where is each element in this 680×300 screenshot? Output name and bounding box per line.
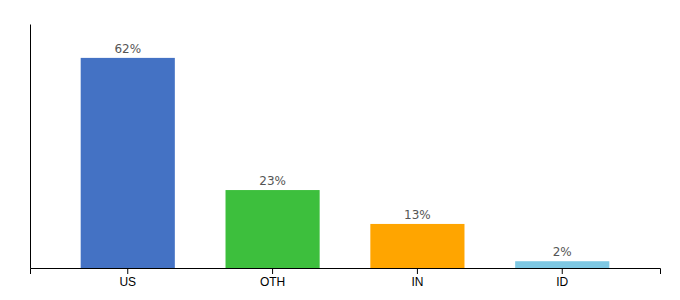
x-axis: US OTH IN ID (31, 268, 661, 289)
bar (81, 58, 175, 268)
x-tick-mark (127, 268, 128, 274)
x-tick-mark (562, 268, 563, 274)
bars (81, 58, 610, 268)
y-axis (30, 25, 31, 269)
x-tick-label: OTH (260, 275, 285, 289)
plot: US OTH IN ID 62% 23% 13% 2% (31, 25, 661, 289)
x-tick-label: US (119, 275, 136, 289)
x-tick: OTH (260, 268, 285, 289)
data-label: 13% (404, 208, 431, 222)
data-labels: 62% 23% 13% 2% (114, 42, 571, 259)
bar (226, 190, 320, 268)
data-label: 2% (553, 245, 572, 259)
bar (515, 261, 609, 268)
chart: US OTH IN ID 62% 23% 13% 2% (0, 0, 680, 300)
x-tick-mark (417, 268, 418, 274)
x-tick: ID (556, 268, 568, 289)
y-axis-line (30, 25, 31, 269)
x-tick: IN (411, 268, 423, 289)
x-tick: US (119, 268, 136, 289)
x-tick-mark (272, 268, 273, 274)
data-label: 23% (259, 174, 286, 188)
x-axis-line (31, 269, 661, 275)
x-tick-label: IN (411, 275, 423, 289)
data-label: 62% (114, 42, 141, 56)
bar (370, 224, 464, 268)
x-tick-label: ID (556, 275, 568, 289)
